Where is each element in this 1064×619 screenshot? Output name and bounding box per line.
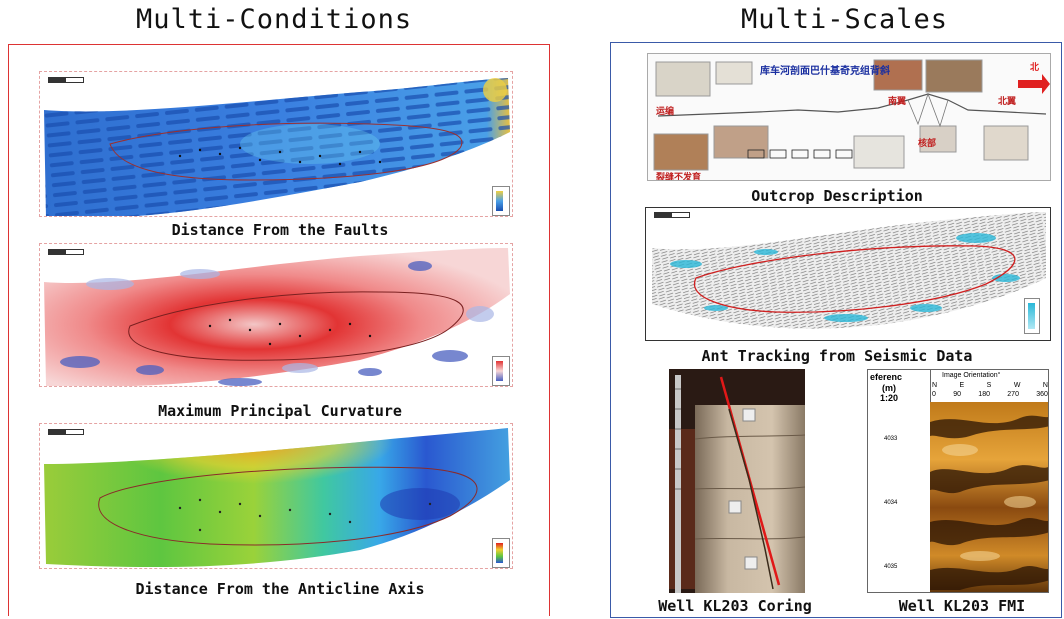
degree-label: 270 <box>1007 391 1019 398</box>
multi-conditions-panel: Distance From the Faults <box>8 44 550 616</box>
scale-bar <box>48 249 84 255</box>
caption-fmi: Well KL203 FMI <box>898 597 1026 615</box>
depth-label: 4035 <box>884 564 898 570</box>
degree-label: 360 <box>1036 391 1048 398</box>
degree-label: 90 <box>953 391 961 398</box>
caption-coring: Well KL203 Coring <box>658 597 812 615</box>
heading-multi-conditions: Multi-Conditions <box>136 4 413 35</box>
scale-bar <box>654 212 690 218</box>
color-legend <box>492 356 510 386</box>
multi-scales-panel: 库车河剖面巴什基奇克组背斜 运编 南翼 北翼 核部 裂缝不发育 北 Outcro… <box>610 42 1062 618</box>
direction-label: E <box>959 382 965 389</box>
ant-tracking-plot <box>652 212 1046 329</box>
outcrop-label: 南翼 <box>888 97 907 107</box>
anticline-distance-map <box>39 423 513 569</box>
ant-tracking-image <box>645 207 1051 341</box>
degree-label: 180 <box>978 391 990 398</box>
anticline-distance-plot <box>44 428 510 568</box>
scale-bar <box>48 77 84 83</box>
orientation-header: Image Orientation° N E S W N 0 90 180 27… <box>930 370 1048 403</box>
outcrop-sketch <box>653 59 1050 171</box>
fault-distance-map <box>39 71 513 217</box>
direction-label: N <box>1042 382 1048 389</box>
heading-multi-scales: Multi-Scales <box>741 4 949 35</box>
outcrop-image: 库车河剖面巴什基奇克组背斜 运编 南翼 北翼 核部 裂缝不发育 北 <box>647 53 1051 181</box>
depth-label: 4034 <box>884 500 898 506</box>
caption-outcrop: Outcrop Description <box>751 187 923 205</box>
north-label: 北 <box>1030 63 1040 73</box>
caption-anticline-distance: Distance From the Anticline Axis <box>135 580 425 598</box>
caption-fault-distance: Distance From the Faults <box>171 221 389 239</box>
depth-scale: 1:20 <box>880 393 899 403</box>
caption-curvature: Maximum Principal Curvature <box>158 402 402 420</box>
degree-label: 0 <box>932 391 936 398</box>
color-legend <box>492 186 510 216</box>
fmi-image <box>930 402 1048 592</box>
outcrop-label: 运编 <box>656 107 675 117</box>
direction-label: W <box>1013 382 1021 389</box>
outcrop-chinese-title: 库车河剖面巴什基奇克组背斜 <box>760 66 890 77</box>
coring-photo <box>669 369 805 593</box>
depth-label: 4033 <box>884 436 898 442</box>
orientation-title: Image Orientation° <box>942 372 1001 379</box>
direction-row: N E S W N <box>932 382 1048 389</box>
fmi-log: eferenc (m) 1:20 4033 4034 4035 Image Or… <box>867 369 1049 593</box>
caption-ant-tracking: Ant Tracking from Seismic Data <box>701 347 973 365</box>
degree-row: 0 90 180 270 360 <box>932 391 1048 398</box>
color-legend <box>492 538 510 568</box>
outcrop-label: 北翼 <box>998 97 1017 107</box>
depth-unit: (m) <box>882 383 896 393</box>
color-legend <box>1024 298 1040 334</box>
curvature-plot <box>44 248 510 386</box>
outcrop-label: 核部 <box>918 139 937 149</box>
depth-header: eferenc <box>870 372 903 382</box>
direction-label: S <box>986 382 992 389</box>
curvature-map <box>39 243 513 387</box>
direction-label: N <box>932 382 938 389</box>
outcrop-label: 裂缝不发育 <box>656 173 702 181</box>
fault-distance-plot <box>44 78 510 216</box>
depth-track: eferenc (m) 1:20 4033 4034 4035 <box>868 370 931 592</box>
scale-bar <box>48 429 84 435</box>
core-sample-drawing <box>669 369 805 593</box>
